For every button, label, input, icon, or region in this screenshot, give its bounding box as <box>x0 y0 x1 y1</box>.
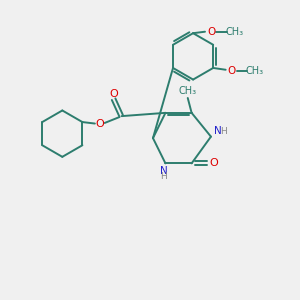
Text: N: N <box>214 126 221 136</box>
Text: CH₃: CH₃ <box>178 86 196 96</box>
Text: CH₃: CH₃ <box>246 66 264 76</box>
Text: CH₃: CH₃ <box>225 27 243 37</box>
Text: H: H <box>160 172 167 181</box>
Text: O: O <box>210 158 219 168</box>
Text: H: H <box>220 127 227 136</box>
Text: O: O <box>228 66 236 76</box>
Text: O: O <box>109 89 118 99</box>
Text: O: O <box>95 119 104 129</box>
Text: N: N <box>160 166 168 176</box>
Text: O: O <box>207 27 215 37</box>
